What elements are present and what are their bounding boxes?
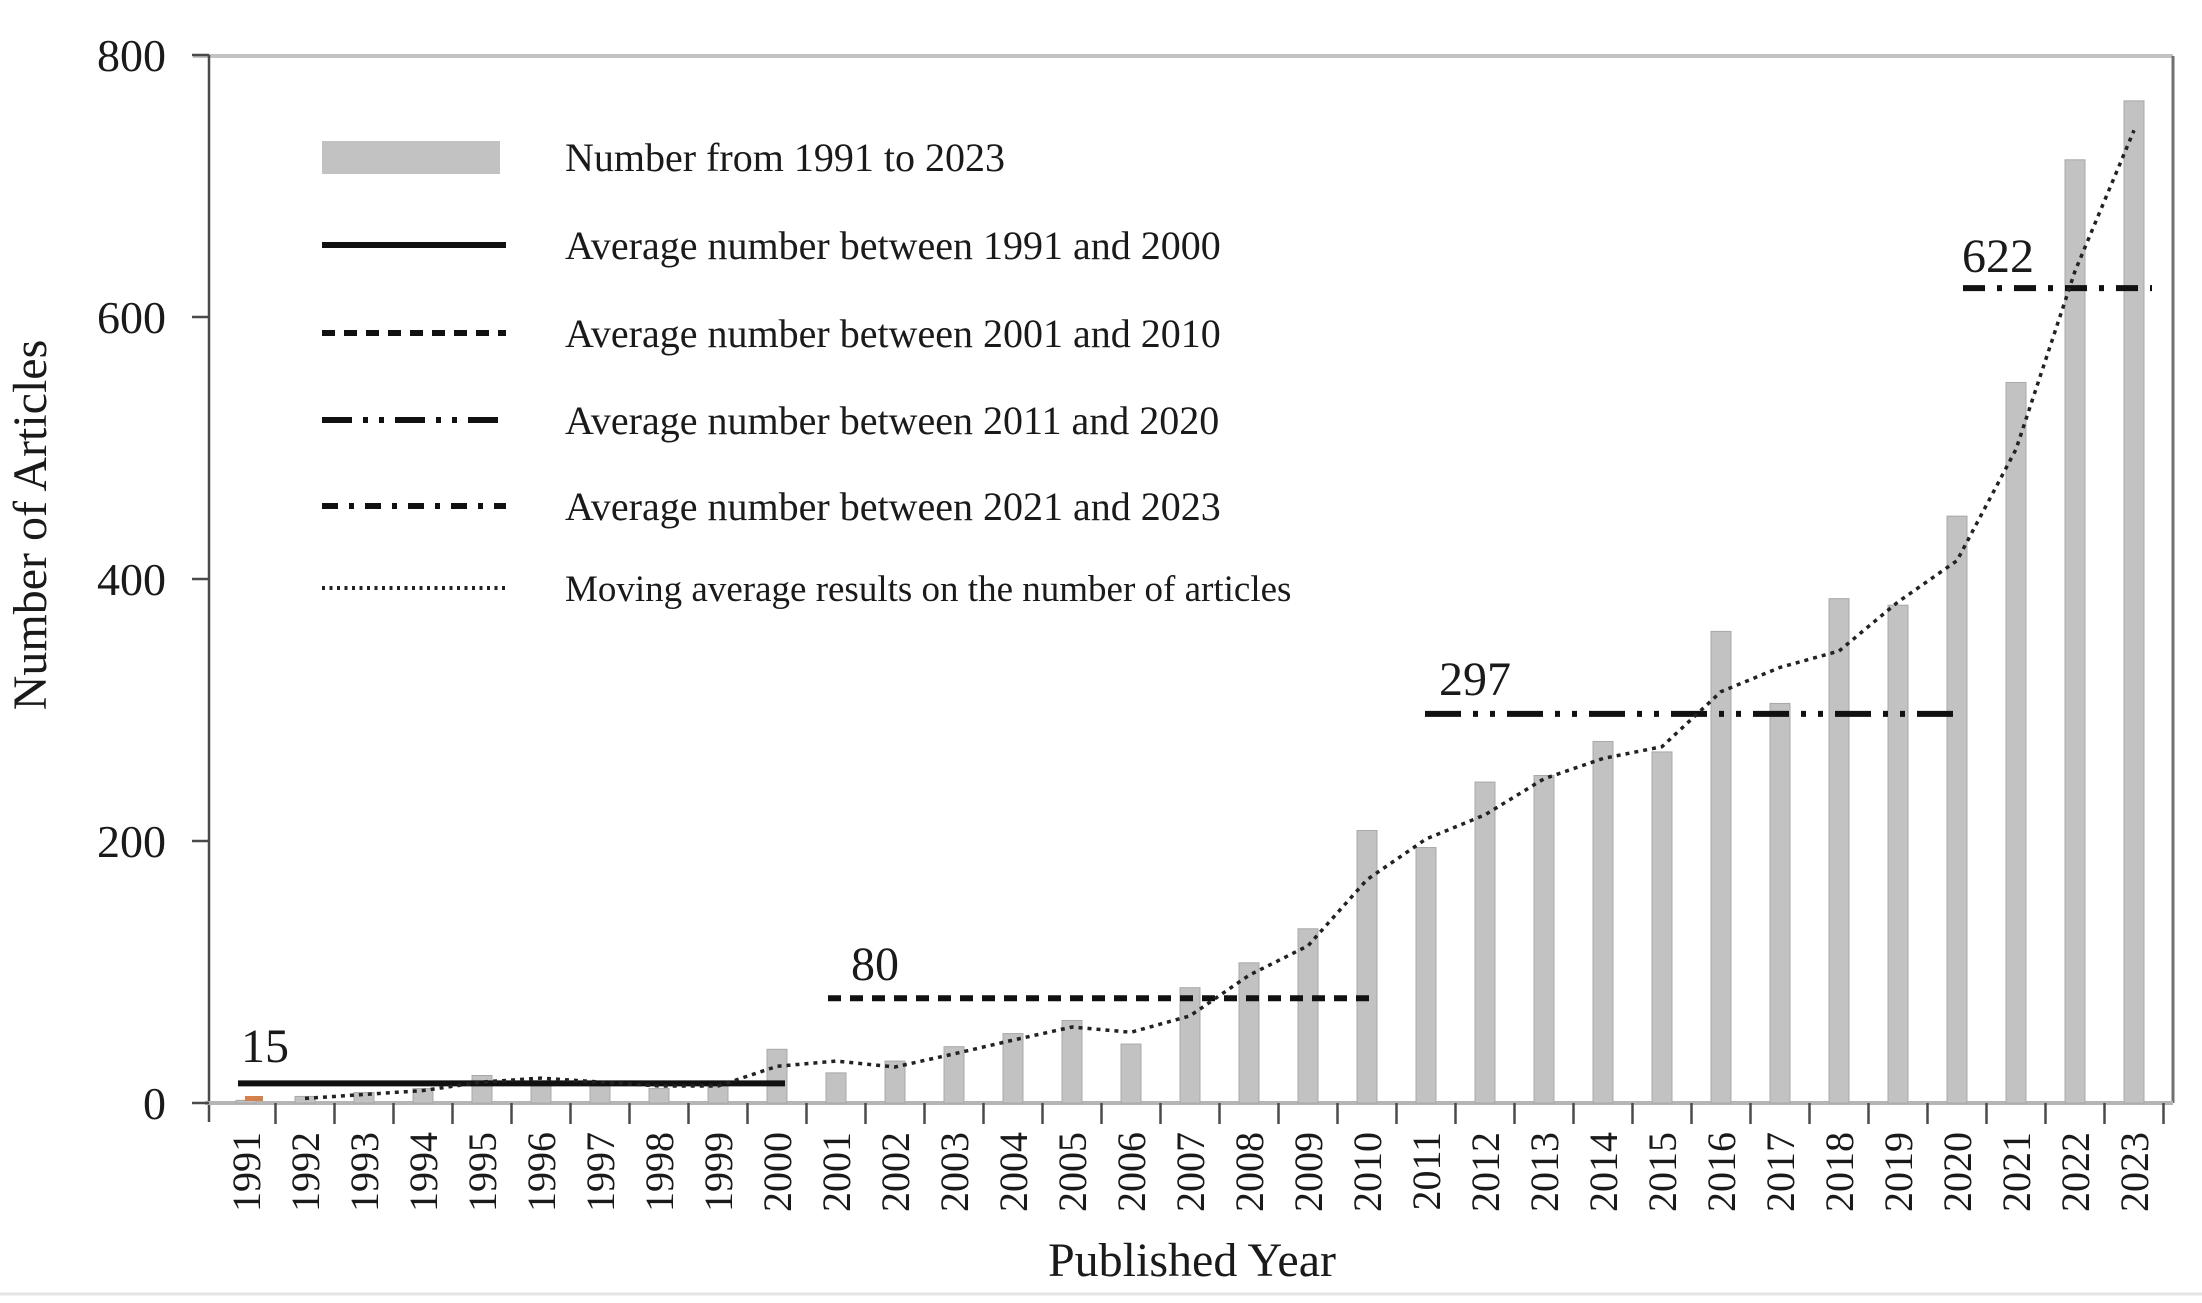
bar-2013 — [1533, 775, 1555, 1104]
bar-1995 — [471, 1074, 493, 1104]
x-tick-label-2001: 2001 — [814, 1132, 859, 1212]
x-tick-label-2007: 2007 — [1168, 1132, 1213, 1212]
y-axis-ticks-group: 0 200 400 600 800 — [97, 30, 209, 1129]
bar-series-group — [235, 100, 2145, 1104]
x-tick-label-2003: 2003 — [932, 1132, 977, 1212]
x-tick-label-1997: 1997 — [578, 1132, 623, 1212]
x-tick-label-2009: 2009 — [1286, 1132, 1331, 1212]
bar-2012 — [1474, 781, 1496, 1104]
bar-1998 — [648, 1088, 670, 1104]
avg-1991-2000-value-label: 15 — [241, 1020, 289, 1073]
legend-item-label: Average number between 2011 and 2020 — [565, 398, 1219, 443]
y-tick-label-600: 600 — [97, 292, 166, 343]
legend-item-avg-2021-2023: Average number between 2021 and 2023 — [322, 484, 1221, 529]
legend-item-label: Average number between 2001 and 2010 — [565, 311, 1221, 356]
bar-2009 — [1297, 928, 1319, 1104]
legend-item-moving-average: Moving average results on the number of … — [322, 569, 1291, 610]
legend-item-bars: Number from 1991 to 2023 — [322, 135, 1005, 180]
bar-swatch-icon — [322, 141, 500, 174]
x-tick-label-2019: 2019 — [1876, 1132, 1921, 1212]
x-tick-label-2010: 2010 — [1345, 1132, 1390, 1212]
x-tick-label-2020: 2020 — [1935, 1132, 1980, 1212]
bar-2004 — [1002, 1033, 1024, 1104]
bar-2005 — [1061, 1019, 1083, 1104]
avg-2011-2020-value-label: 297 — [1439, 653, 1511, 706]
bar-2001 — [825, 1072, 847, 1104]
legend-item-avg-2001-2010: Average number between 2001 and 2010 — [322, 311, 1221, 356]
bar-2020 — [1946, 515, 1968, 1104]
bar-2003 — [943, 1046, 965, 1104]
y-tick-label-200: 200 — [97, 816, 166, 867]
bar-2007 — [1179, 987, 1201, 1104]
legend-item-avg-2011-2020: Average number between 2011 and 2020 — [322, 398, 1219, 443]
legend-item-label: Number from 1991 to 2023 — [565, 135, 1005, 180]
x-tick-label-2017: 2017 — [1758, 1132, 1803, 1212]
x-tick-label-1991: 1991 — [224, 1132, 269, 1212]
average-lines-group — [238, 285, 2152, 1087]
x-tick-label-2016: 2016 — [1699, 1132, 1744, 1212]
bar-2019 — [1887, 604, 1909, 1104]
x-tick-label-2012: 2012 — [1463, 1132, 1508, 1212]
moving-average-line — [304, 129, 2136, 1101]
bar-2008 — [1238, 962, 1260, 1104]
y-tick-label-800: 800 — [97, 30, 166, 81]
bar-2010 — [1356, 830, 1378, 1104]
moving-average-line-group — [304, 129, 2136, 1101]
x-tick-label-2008: 2008 — [1227, 1132, 1272, 1212]
bar-2006 — [1120, 1043, 1142, 1104]
x-tick-label-1993: 1993 — [342, 1132, 387, 1212]
bar-1993 — [353, 1092, 375, 1104]
x-tick-label-2013: 2013 — [1522, 1132, 1567, 1212]
legend-item-label: Average number between 1991 and 2000 — [565, 223, 1221, 268]
orange-baseline-mark — [245, 1096, 263, 1101]
x-tick-label-2005: 2005 — [1050, 1132, 1095, 1212]
x-tick-label-1998: 1998 — [637, 1132, 682, 1212]
x-tick-label-1992: 1992 — [283, 1132, 328, 1212]
legend-item-label: Average number between 2021 and 2023 — [565, 484, 1221, 529]
x-tick-label-2023: 2023 — [2112, 1132, 2157, 1212]
bar-2017 — [1769, 702, 1791, 1104]
x-tick-label-2002: 2002 — [873, 1132, 918, 1212]
x-tick-label-2022: 2022 — [2053, 1132, 2098, 1212]
x-tick-label-1996: 1996 — [519, 1132, 564, 1212]
bar-2016 — [1710, 630, 1732, 1104]
bar-2014 — [1592, 740, 1614, 1104]
x-tick-label-2000: 2000 — [755, 1132, 800, 1212]
x-tick-label-2021: 2021 — [1994, 1132, 2039, 1212]
x-tick-label-2006: 2006 — [1109, 1132, 1154, 1212]
x-tick-label-2004: 2004 — [991, 1132, 1036, 1212]
x-tick-label-1999: 1999 — [696, 1132, 741, 1212]
legend: Number from 1991 to 2023 Average number … — [322, 135, 1291, 610]
y-axis-title: Number of Articles — [4, 340, 57, 711]
avg-2001-2010-value-label: 80 — [851, 938, 899, 991]
bar-2011 — [1415, 847, 1437, 1104]
x-axis-ticks-group: 1991 1992 1993 1994 1995 1996 1997 1998 1999 2000… — [224, 1103, 2165, 1212]
bar-2023 — [2123, 100, 2145, 1104]
x-tick-label-2018: 2018 — [1817, 1132, 1862, 1212]
x-tick-label-2011: 2011 — [1404, 1132, 1449, 1211]
bar-2000 — [766, 1048, 788, 1104]
x-tick-label-2015: 2015 — [1640, 1132, 1685, 1212]
x-axis-title: Published Year — [1048, 1234, 1336, 1287]
legend-item-label: Moving average results on the number of … — [565, 569, 1291, 610]
x-tick-label-1994: 1994 — [401, 1132, 446, 1212]
bar-2022 — [2064, 159, 2086, 1104]
x-tick-label-2014: 2014 — [1581, 1132, 1626, 1212]
x-tick-label-1995: 1995 — [460, 1132, 505, 1212]
bar-2015 — [1651, 751, 1673, 1104]
bar-2021 — [2005, 382, 2027, 1104]
y-tick-label-0: 0 — [143, 1078, 166, 1129]
y-tick-label-400: 400 — [97, 554, 166, 605]
bar-1992 — [294, 1095, 316, 1104]
avg-2021-2023-value-label: 622 — [1962, 230, 2034, 283]
legend-item-avg-1991-2000: Average number between 1991 and 2000 — [322, 223, 1221, 268]
bar-2002 — [884, 1060, 906, 1104]
annotations-group — [245, 1096, 263, 1101]
bar-1994 — [412, 1088, 434, 1104]
bar-2018 — [1828, 598, 1850, 1104]
